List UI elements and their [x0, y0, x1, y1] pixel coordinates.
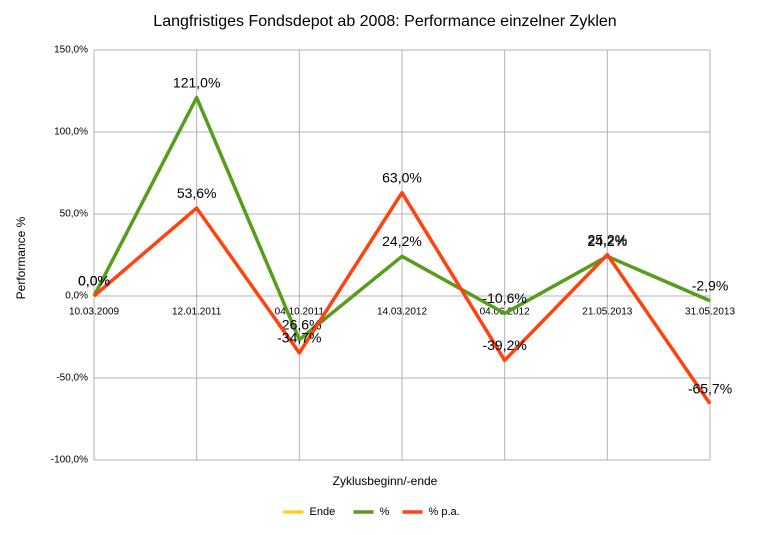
x-tick-label: 12.01.2011 — [172, 307, 222, 318]
y-axis-label: Performance % — [14, 216, 28, 299]
y-tick-label: 150,0% — [54, 45, 88, 56]
x-tick-label: 04.10.2011 — [275, 307, 325, 318]
data-label: 0,0% — [78, 273, 110, 289]
data-label: -2,9% — [692, 277, 729, 293]
y-tick-label: 50,0% — [60, 209, 88, 220]
data-label: -34,7% — [277, 330, 321, 346]
data-label: 121,0% — [173, 74, 220, 90]
legend-label: % p.a. — [429, 506, 460, 518]
data-label: 24,2% — [587, 233, 627, 249]
x-tick-label: 31.05.2013 — [685, 307, 735, 318]
data-label: -10,6% — [482, 290, 526, 306]
x-axis-label: Zyklusbeginn/-ende — [333, 474, 438, 488]
data-label: -65,7% — [688, 380, 732, 396]
x-tick-label: 14.03.2012 — [377, 307, 427, 318]
data-label: -26,6% — [277, 316, 321, 332]
y-tick-label: 0,0% — [65, 291, 88, 302]
data-label: 53,6% — [177, 185, 217, 201]
y-tick-label: -50,0% — [56, 373, 88, 384]
data-label: 24,2% — [382, 233, 422, 249]
chart-title: Langfristiges Fondsdepot ab 2008: Perfor… — [153, 13, 616, 30]
x-tick-label: 21.05.2013 — [582, 307, 632, 318]
x-tick-label: 10.03.2009 — [69, 307, 119, 318]
data-label: 0,0% — [78, 273, 110, 289]
y-tick-label: 100,0% — [54, 127, 88, 138]
series-line — [92, 190, 712, 405]
data-label: 63,0% — [382, 169, 422, 185]
legend-label: % — [380, 506, 390, 518]
data-label: -39,2% — [482, 337, 526, 353]
data-label: 25,2% — [587, 231, 627, 247]
y-tick-label: -100,0% — [51, 455, 88, 466]
legend-label: Ende — [310, 506, 336, 518]
